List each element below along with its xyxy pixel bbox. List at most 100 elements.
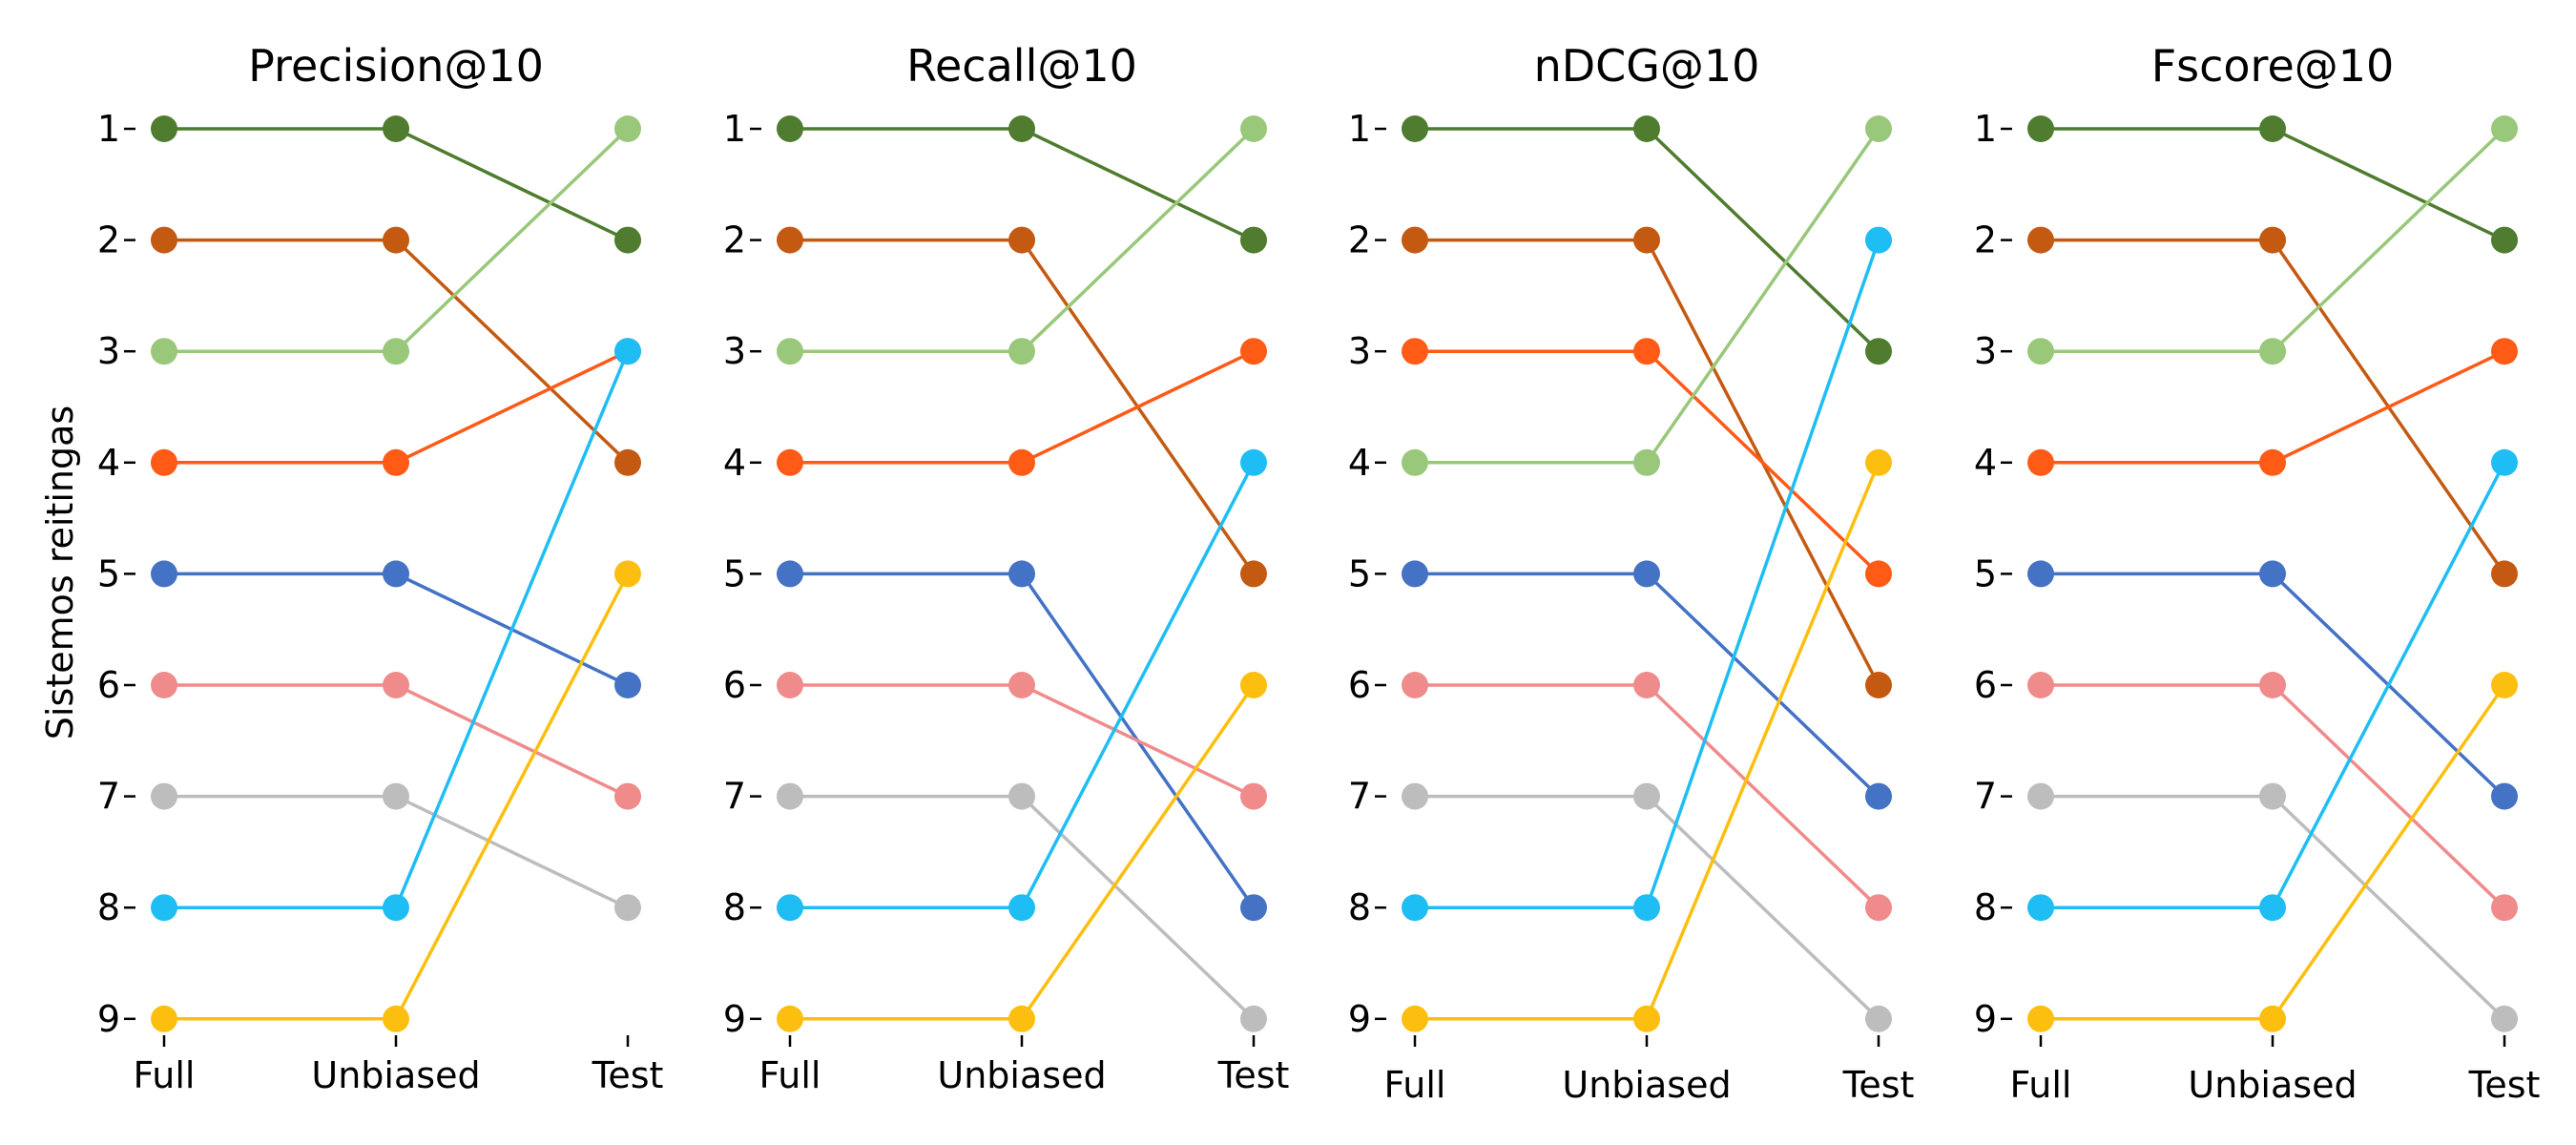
data-point [1633,226,1660,254]
data-point [777,1005,803,1032]
data-point [1633,894,1660,922]
data-point [2027,782,2054,810]
series-line [164,794,629,909]
data-point [2491,115,2518,142]
data-point [2027,338,2054,365]
data-point [1402,115,1428,142]
data-point [614,338,641,365]
series-line [2041,238,2506,575]
y-tick-label: 3 [723,330,746,372]
data-point [383,672,409,698]
data-point [1865,448,1892,476]
series-line [164,350,630,909]
panel-4: Fscore@10 1 2 3 4 5 6 7 8 9 Full Unbiased Test [1974,40,2541,1106]
data-point [1402,448,1428,476]
y-tick-label: 3 [1348,330,1371,372]
y-tick-label: 7 [1348,776,1371,818]
data-point [151,115,177,142]
series-line [790,683,1255,799]
data-point [2491,338,2518,365]
data-point [2027,560,2054,588]
data-point [1633,672,1660,698]
data-point [777,894,803,922]
y-tick-label: 7 [1974,776,1997,818]
data-point [2027,115,2054,142]
data-point [1402,560,1428,588]
y-tick-label: 4 [97,442,120,484]
panel-3: nDCG@10 1 2 3 4 5 6 7 8 9 Full Unbiased Test [1348,40,1915,1106]
data-point [1402,1005,1428,1032]
y-tick-label: 1 [723,108,746,150]
y-tick-label: 9 [1348,998,1371,1040]
y-tick-label: 4 [723,442,746,484]
data-point [383,782,409,810]
data-point [1008,226,1035,254]
data-point [1402,672,1428,698]
data-point [151,894,177,922]
data-point [1633,338,1660,365]
x-tick-label: Full [134,1054,196,1096]
data-point [1240,672,1267,698]
data-point [2259,1005,2286,1032]
x-tick-label: Test [592,1054,664,1096]
data-point [1240,115,1267,142]
x-tick-label: Full [759,1054,821,1096]
data-point [1865,672,1892,698]
data-point [1402,894,1428,922]
data-point [777,338,803,365]
x-tick-label: Test [1217,1054,1290,1096]
data-point [1633,115,1660,142]
data-point [2259,672,2286,698]
y-tick-label: 2 [97,219,120,261]
y-tick-label: 6 [1348,664,1371,706]
series-line [1415,462,1880,1021]
panel-1: Precision@10 1 2 3 4 5 6 7 8 9 Full Unbiased Test [97,40,664,1096]
series-line [790,684,1256,1021]
y-tick-label: 5 [723,552,746,594]
data-point [2259,894,2286,922]
y-tick-label: 5 [97,552,120,594]
panel-title: nDCG@10 [1534,40,1760,92]
data-point [777,115,803,142]
series-line [1415,128,1880,465]
y-tick-label: 1 [97,108,120,150]
y-tick-label: 9 [97,998,120,1040]
data-point [1240,338,1267,365]
data-point [2027,1005,2054,1032]
y-tick-label: 6 [1974,664,1997,706]
data-point [777,782,803,810]
data-point [1008,560,1035,588]
x-tick-label: Unbiased [937,1054,1106,1096]
data-point [1008,448,1035,476]
series-line [2041,684,2506,1021]
data-point [1008,672,1035,698]
y-tick-label: 8 [1974,886,1997,928]
data-point [1240,1005,1267,1032]
data-point [151,448,177,476]
data-point [2259,782,2286,810]
data-point [614,448,641,476]
data-point [614,226,641,254]
y-tick-label: 6 [723,664,746,706]
x-tick-label: Full [2010,1064,2072,1106]
y-tick-label: 5 [1974,552,1997,594]
data-point [383,560,409,588]
y-axis-label: Sistemos reitingas [39,406,81,739]
data-point [2259,115,2286,142]
x-tick-label: Unbiased [311,1054,480,1096]
panel-2: Recall@10 1 2 3 4 5 6 7 8 9 Full Unbiased Test [723,40,1290,1096]
data-point [1008,1005,1035,1032]
x-tick-label: Test [2468,1064,2541,1106]
data-point [1865,1005,1892,1032]
data-point [383,226,409,254]
data-point [151,226,177,254]
y-tick-label: 1 [1348,108,1371,150]
data-point [614,782,641,810]
y-tick-label: 3 [97,330,120,372]
data-point [2491,560,2518,588]
data-point [1402,226,1428,254]
data-point [2027,894,2054,922]
data-point [1240,560,1267,588]
data-point [1240,894,1267,922]
data-point [383,115,409,142]
